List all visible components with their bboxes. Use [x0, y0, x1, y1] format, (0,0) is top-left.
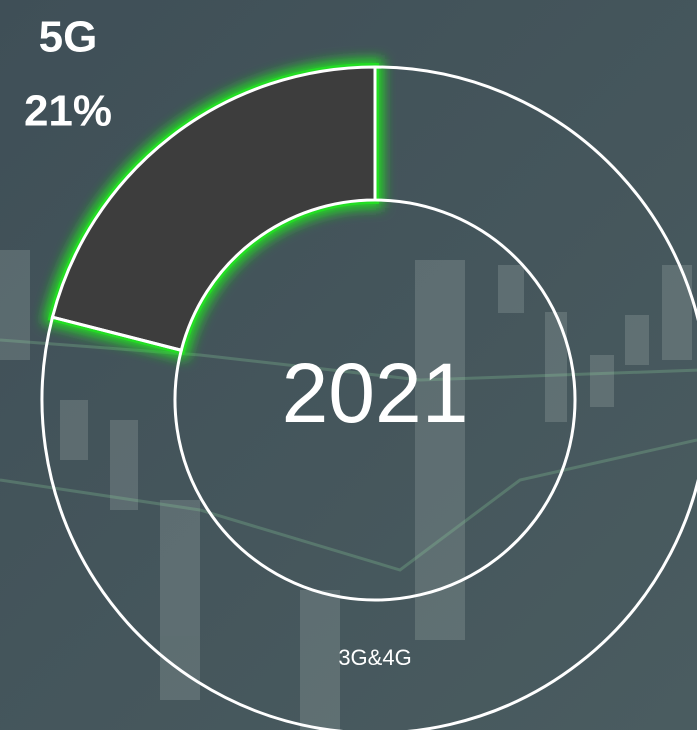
- background-line: [0, 338, 697, 382]
- donut: [40, 58, 697, 730]
- category-label: 3G&4G: [338, 645, 411, 670]
- background-decoration: [0, 250, 692, 730]
- value-label: 21%: [24, 87, 112, 136]
- category-label: 5G: [39, 13, 98, 62]
- slice: [50, 65, 377, 353]
- background-line: [0, 438, 697, 572]
- center-label: 2021: [282, 346, 469, 440]
- slice: [40, 65, 697, 730]
